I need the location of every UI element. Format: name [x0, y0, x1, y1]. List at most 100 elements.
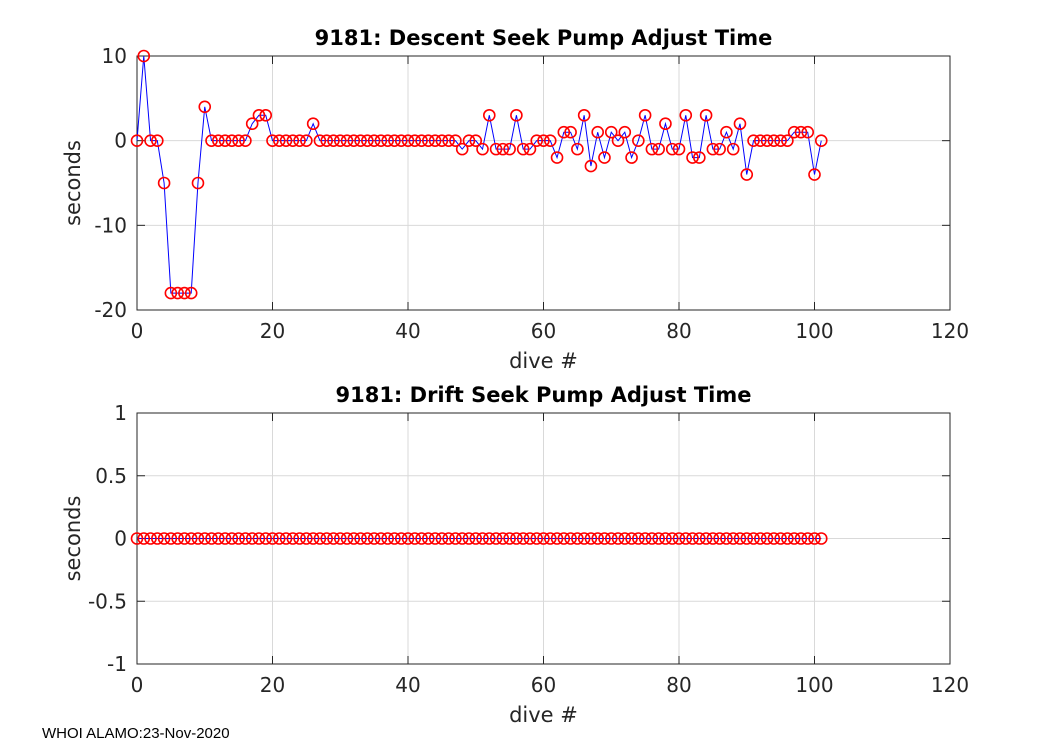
data-point — [178, 286, 191, 300]
data-point — [144, 134, 157, 147]
x-tick-label: 120 — [931, 319, 969, 343]
data-point — [415, 532, 428, 545]
data-point — [618, 532, 632, 545]
x-tick-label: 20 — [260, 319, 285, 343]
data-point — [686, 532, 699, 545]
data-point — [598, 151, 611, 164]
y-tick-label: -10 — [94, 213, 127, 237]
data-point — [266, 134, 279, 147]
data-point — [347, 532, 361, 545]
data-point — [171, 286, 184, 300]
data-point — [496, 532, 510, 545]
data-point — [699, 532, 713, 545]
data-point — [327, 532, 340, 545]
data-point — [571, 142, 584, 156]
data-point — [659, 117, 672, 131]
data-point — [259, 108, 273, 122]
data-point — [449, 134, 462, 147]
data-point — [313, 532, 327, 545]
data-point — [808, 532, 821, 545]
data-point — [489, 142, 503, 156]
x-axis-label: dive # — [509, 349, 578, 373]
data-point — [530, 134, 544, 147]
data-point — [604, 532, 618, 545]
footer-stamp: WHOI ALAMO:23-Nov-2020 — [42, 725, 230, 742]
data-point — [645, 142, 659, 156]
data-point — [184, 286, 198, 300]
data-point — [245, 117, 259, 131]
data-point — [164, 286, 178, 300]
data-point — [306, 117, 320, 131]
data-point — [611, 134, 625, 147]
data-point — [503, 142, 516, 156]
data-point — [293, 532, 306, 545]
chart-title: 9181: Drift Seek Pump Adjust Time — [335, 383, 751, 407]
data-point — [212, 532, 225, 545]
data-point — [706, 532, 720, 545]
data-point — [428, 532, 442, 545]
y-tick-label: 0 — [114, 129, 127, 153]
data-point — [361, 134, 374, 147]
data-point — [286, 134, 300, 147]
x-tick-label: 60 — [531, 673, 556, 697]
data-point — [239, 134, 252, 147]
data-point — [232, 532, 245, 545]
y-tick-label: 0.5 — [95, 464, 127, 488]
data-point — [557, 532, 571, 545]
data-point — [571, 532, 584, 545]
data-point — [144, 532, 157, 545]
data-point — [266, 532, 279, 545]
data-point — [489, 532, 503, 545]
data-point — [808, 168, 821, 181]
data-point — [178, 532, 191, 545]
x-axis-label: dive # — [509, 703, 578, 727]
data-point — [422, 134, 435, 147]
data-point — [259, 532, 273, 545]
data-point — [164, 532, 178, 545]
data-point — [693, 151, 706, 164]
x-tick-label: 60 — [531, 319, 556, 343]
data-point — [720, 532, 733, 545]
data-point — [584, 159, 598, 173]
data-point — [814, 134, 828, 147]
data-point — [482, 532, 496, 545]
data-point — [543, 134, 557, 147]
data-point — [435, 532, 449, 545]
data-point — [604, 125, 618, 139]
x-tick-label: 20 — [260, 673, 285, 697]
data-point — [781, 134, 794, 147]
data-point — [699, 108, 713, 122]
data-point — [625, 151, 638, 164]
data-point — [625, 532, 638, 545]
data-point — [774, 134, 787, 147]
data-point — [442, 532, 455, 545]
data-point — [632, 532, 645, 545]
data-point — [212, 134, 225, 147]
data-point — [394, 532, 408, 545]
data-point — [388, 532, 401, 545]
data-point — [591, 532, 605, 545]
data-point — [205, 532, 218, 545]
data-point — [706, 142, 720, 156]
data-point — [679, 532, 693, 545]
data-point — [530, 532, 544, 545]
data-point — [340, 532, 354, 545]
data-point — [252, 532, 266, 545]
data-point — [218, 134, 232, 147]
data-point — [272, 532, 286, 545]
data-point — [245, 532, 259, 545]
data-point — [618, 125, 632, 139]
data-point — [476, 532, 489, 545]
x-tick-label: 120 — [931, 673, 969, 697]
data-point — [327, 134, 340, 147]
data-point — [672, 142, 686, 156]
data-point — [130, 134, 144, 147]
data-point — [550, 532, 564, 545]
x-tick-label: 100 — [795, 319, 833, 343]
data-point — [381, 532, 394, 545]
data-point — [747, 532, 760, 545]
data-point — [503, 532, 516, 545]
data-point — [374, 532, 388, 545]
data-point — [191, 532, 205, 545]
data-point — [679, 108, 693, 122]
